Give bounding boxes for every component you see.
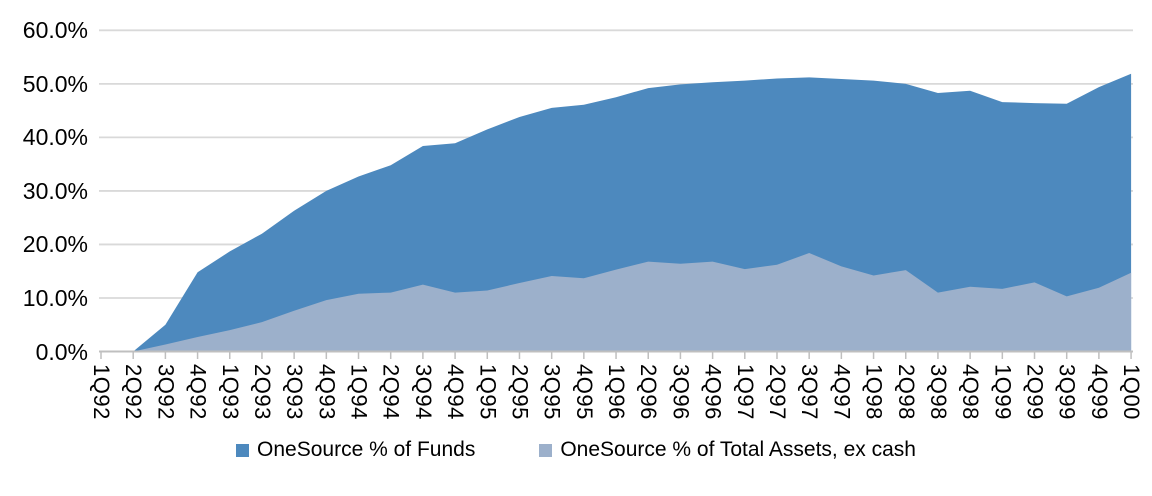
x-axis-label: 4Q94 xyxy=(443,364,469,420)
legend: OneSource % of Funds OneSource % of Tota… xyxy=(0,438,1152,462)
y-axis-label: 20.0% xyxy=(22,231,88,258)
x-axis-label: 1Q99 xyxy=(990,364,1016,420)
x-axis-label: 3Q95 xyxy=(539,364,565,420)
y-axis-label: 50.0% xyxy=(22,70,88,97)
x-axis-label: 2Q97 xyxy=(764,364,790,420)
x-axis-label: 3Q99 xyxy=(1054,364,1080,420)
x-axis-label: 4Q97 xyxy=(829,364,855,420)
x-axis-label: 1Q00 xyxy=(1119,364,1145,420)
x-axis-label: 2Q98 xyxy=(893,364,919,420)
x-axis-label: 4Q96 xyxy=(700,364,726,420)
x-axis-label: 1Q95 xyxy=(475,364,501,420)
legend-label-assets: OneSource % of Total Assets, ex cash xyxy=(560,438,916,461)
legend-item-assets: OneSource % of Total Assets, ex cash xyxy=(539,438,916,462)
x-axis-label: 1Q94 xyxy=(346,364,372,420)
x-axis-label: 2Q93 xyxy=(249,364,275,420)
x-axis-label: 2Q95 xyxy=(507,364,533,420)
x-axis-label: 2Q96 xyxy=(636,364,662,420)
y-axis-label: 30.0% xyxy=(22,177,88,204)
x-axis-label: 1Q96 xyxy=(604,364,630,420)
x-axis-label: 2Q92 xyxy=(121,364,147,420)
legend-swatch-funds xyxy=(236,443,250,457)
y-axis-label: 60.0% xyxy=(22,17,88,44)
x-axis-label: 4Q95 xyxy=(571,364,597,420)
x-axis-label: 1Q92 xyxy=(89,364,114,420)
x-axis-label: 4Q98 xyxy=(958,364,984,420)
x-axis-label: 1Q93 xyxy=(217,364,243,420)
x-axis-label: 3Q98 xyxy=(925,364,951,420)
legend-label-funds: OneSource % of Funds xyxy=(257,438,476,461)
y-axis-label: 10.0% xyxy=(22,284,88,311)
x-axis-label: 3Q96 xyxy=(668,364,694,420)
x-axis-label: 4Q93 xyxy=(314,364,340,420)
y-axis-label: 0.0% xyxy=(35,338,88,365)
x-axis-label: 3Q92 xyxy=(153,364,179,420)
x-axis-label: 4Q92 xyxy=(185,364,211,420)
x-axis-label: 3Q94 xyxy=(410,364,436,420)
y-axis-label: 40.0% xyxy=(22,124,88,151)
legend-item-funds: OneSource % of Funds xyxy=(236,438,475,462)
x-axis xyxy=(99,350,1133,359)
x-axis-label: 1Q97 xyxy=(732,364,758,420)
series-area-1 xyxy=(101,253,1132,352)
x-axis-label: 4Q99 xyxy=(1086,364,1112,420)
x-axis-label: 3Q93 xyxy=(282,364,308,420)
series-areas xyxy=(101,73,1132,352)
legend-swatch-assets xyxy=(539,443,553,457)
x-axis-label: 2Q99 xyxy=(1022,364,1048,420)
x-axis-label: 2Q94 xyxy=(378,364,404,420)
x-axis-label: 1Q98 xyxy=(861,364,887,420)
x-axis-label: 3Q97 xyxy=(797,364,823,420)
